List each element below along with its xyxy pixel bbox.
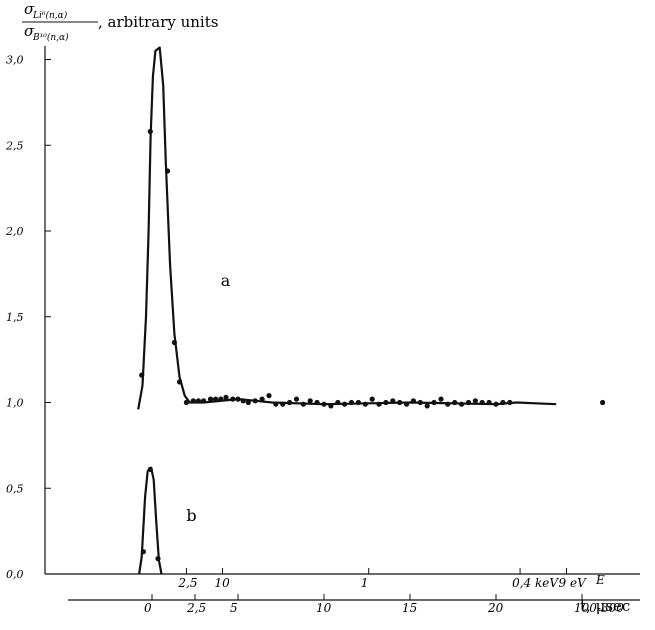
time-tick-label: 20 [487,601,504,615]
data-point-a [230,396,236,402]
time-tick-label: 2,5 [186,601,206,615]
data-point-a [445,401,451,407]
data-point-a [207,396,214,402]
y-label-numerator-sub: Li⁶(n,α) [32,10,68,21]
data-point-a [362,401,368,407]
time-tick-label: 5 [230,601,238,615]
y-tick-label: 0,5 [6,482,24,495]
data-point-a [176,379,183,385]
data-point-a [342,401,348,407]
data-point-a [223,394,229,400]
data-point-a [328,403,334,409]
data-point-b [147,466,153,472]
data-point-a [369,396,375,402]
data-point-a [183,399,189,406]
energy-tick-label: 9 eV [559,576,588,590]
time-axis-ticks: 0 2,5 5 10 15 20 100-300 [144,594,624,615]
energy-tick-label: 2,5 [177,576,197,590]
data-point-a [300,401,306,407]
y-label-denominator: σ [24,22,35,40]
data-point-a [417,399,423,406]
data-point-a [147,128,153,135]
energy-axis-label: E [595,573,605,587]
data-point-a [355,399,361,406]
time-tick-label: 10 [316,601,332,615]
data-point-a [404,401,410,407]
time-axis-label: t, μsec [580,597,630,615]
data-point-a [376,401,382,407]
data-point-a [273,401,279,407]
y-tick-label: 2,5 [5,139,24,152]
energy-axis-ticks: 2,5 10 1 0,4 keV 9 eV [177,568,587,590]
data-point-a [139,372,145,378]
data-point-b [155,556,161,562]
data-point-a [600,399,606,406]
data-point-a [465,399,472,406]
y-ticks: 0,0 0,5 1,0 1,5 2,0 2,5 3,0 [5,54,51,581]
data-point-a [218,396,224,402]
data-point-a [235,396,241,402]
data-point-a [390,398,396,404]
y-tick-label: 3,0 [6,54,24,67]
y-tick-label: 1,0 [6,397,24,410]
data-point-a [410,398,416,404]
series-label-b: b [186,506,196,525]
data-point-a [452,399,458,406]
time-tick-label: 100-300 [574,601,624,615]
y-axis-label: σ Li⁶(n,α) σ B¹⁰(n,α) , arbitrary units [22,0,218,43]
energy-tick-label: 0,4 keV [512,576,559,590]
y-label-suffix: , arbitrary units [98,13,218,31]
data-point-a [472,398,478,404]
data-point-a [486,399,492,406]
data-point-a [287,399,293,406]
data-point-a [259,396,265,402]
data-point-a [280,401,286,407]
data-point-a [195,398,201,404]
data-point-a [507,399,513,406]
energy-tick-label: 1 [361,576,369,590]
data-point-a [431,399,437,406]
data-point-a [164,168,171,174]
data-point-a [266,393,272,399]
data-point-a [171,339,177,346]
data-point-a [383,399,389,406]
data-point-a [438,396,444,402]
y-tick-label: 1,5 [6,311,24,324]
data-point-a [348,399,355,406]
data-point-a [190,398,196,404]
y-label-denominator-sub: B¹⁰(n,α) [32,32,69,43]
data-point-a [459,401,465,407]
series-label-a: a [221,271,231,290]
data-point-a [335,399,341,406]
data-point-a [321,401,327,407]
y-tick-label: 0,0 [6,568,24,581]
data-point-a [397,399,403,406]
data-point-a [201,398,207,404]
data-point-a [213,396,219,402]
time-tick-label: 15 [402,601,417,615]
data-point-a [307,398,313,404]
data-point-a [493,401,499,407]
series-line-a [137,46,557,410]
data-point-b [140,549,146,555]
data-point-a [314,399,320,406]
y-label-numerator: σ [24,0,35,18]
data-point-a [424,403,430,409]
series: ab [137,46,606,575]
y-tick-label: 2,0 [5,225,24,238]
energy-tick-label: 10 [215,576,231,590]
data-point-a [500,399,506,406]
data-point-a [245,399,251,406]
data-point-a [240,398,246,404]
data-point-a [479,399,485,406]
data-point-a [252,398,258,404]
time-tick-label: 0 [144,601,152,615]
data-point-a [293,396,300,402]
